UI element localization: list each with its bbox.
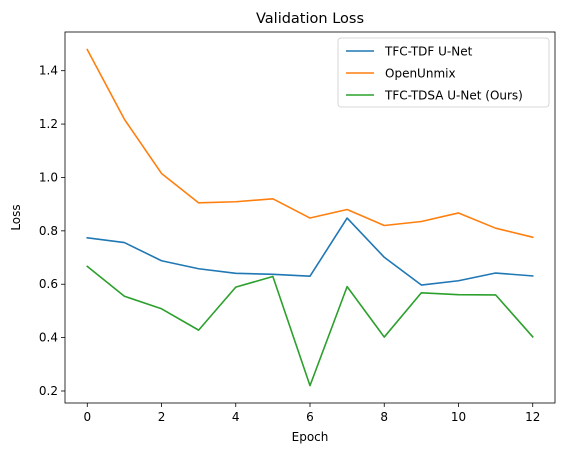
legend: TFC-TDF U-Net OpenUnmix TFC-TDSA U-Net (Ou…: [337, 37, 550, 108]
axis-ticks: 0 2 4 6 8 10 12 0.2 0.4 0.6 0.8 1.0 1.2 1.4: [39, 64, 540, 424]
y-tick-label: 0.4: [39, 331, 58, 345]
y-tick-label: 0.8: [39, 224, 58, 238]
series-line-3: [86, 265, 534, 387]
y-tick-label: 1.0: [39, 170, 58, 184]
legend-label: OpenUnmix: [385, 67, 456, 81]
x-axis-label: Epoch: [292, 430, 329, 444]
y-tick-label: 0.6: [39, 277, 58, 291]
x-tick-label: 8: [380, 410, 388, 424]
x-tick-label: 6: [306, 410, 314, 424]
y-tick-label: 0.2: [39, 384, 58, 398]
x-tick-label: 0: [83, 410, 91, 424]
series-lines: [86, 48, 534, 387]
y-tick-label: 1.2: [39, 117, 58, 131]
series-line-1: [86, 217, 534, 286]
x-tick-label: 4: [232, 410, 240, 424]
legend-label: TFC-TDF U-Net: [384, 45, 473, 59]
legend-label: TFC-TDSA U-Net (Ours): [384, 89, 523, 103]
series-line-2: [86, 48, 534, 239]
y-tick-label: 1.4: [39, 64, 58, 78]
legend-box: [337, 37, 550, 108]
x-tick-label: 12: [525, 410, 540, 424]
x-tick-label: 10: [451, 410, 466, 424]
y-axis-label: Loss: [9, 204, 23, 230]
chart-title: Validation Loss: [256, 11, 364, 27]
x-tick-label: 2: [158, 410, 166, 424]
